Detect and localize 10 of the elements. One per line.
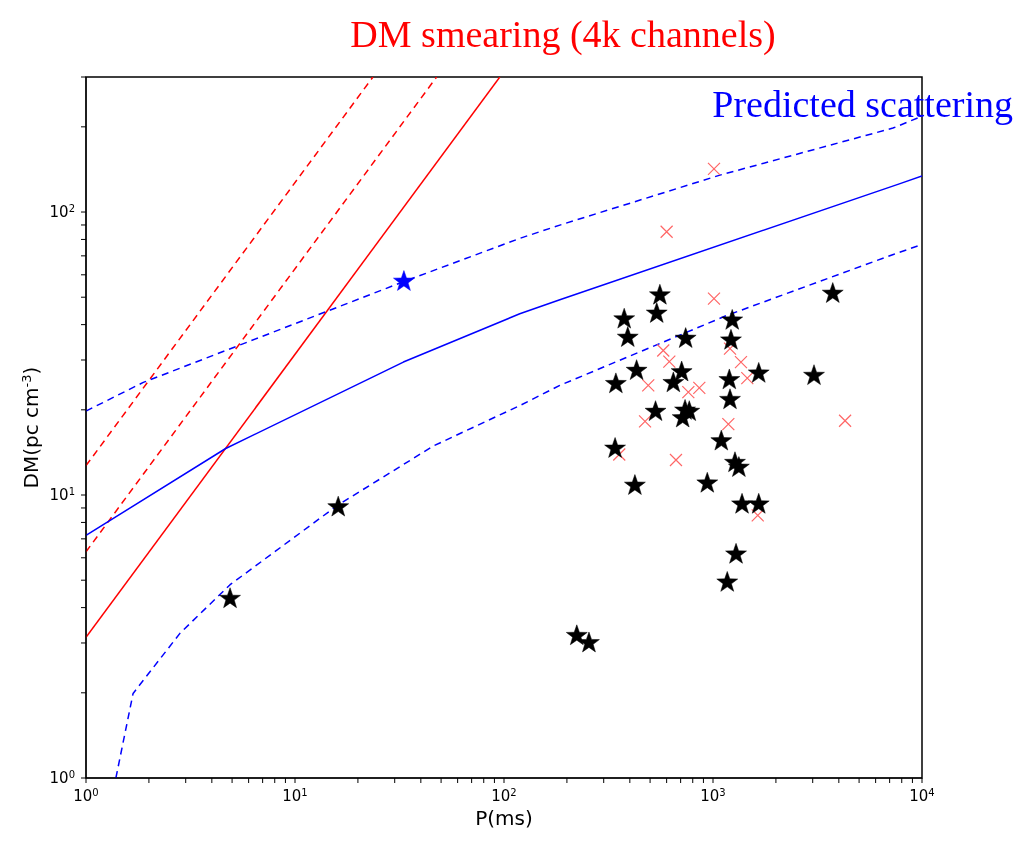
x-tick-label: 10$^{1}$ [282, 786, 308, 805]
y-tick-label: 10$^{0}$ [49, 768, 75, 787]
y-tick-label: 10$^{2}$ [49, 202, 75, 222]
x-tick-label: 10$^{2}$ [491, 786, 517, 805]
y-tick-label: 10$^{1}$ [49, 485, 75, 505]
x-tick-label: 10$^{0}$ [73, 786, 99, 805]
x-tick-label: 10$^{3}$ [700, 786, 726, 805]
x-axis-title: P(ms) [475, 806, 533, 830]
x-tick-label: 10$^{4}$ [909, 786, 935, 805]
chart-title: DM smearing (4k channels) [349, 12, 777, 56]
